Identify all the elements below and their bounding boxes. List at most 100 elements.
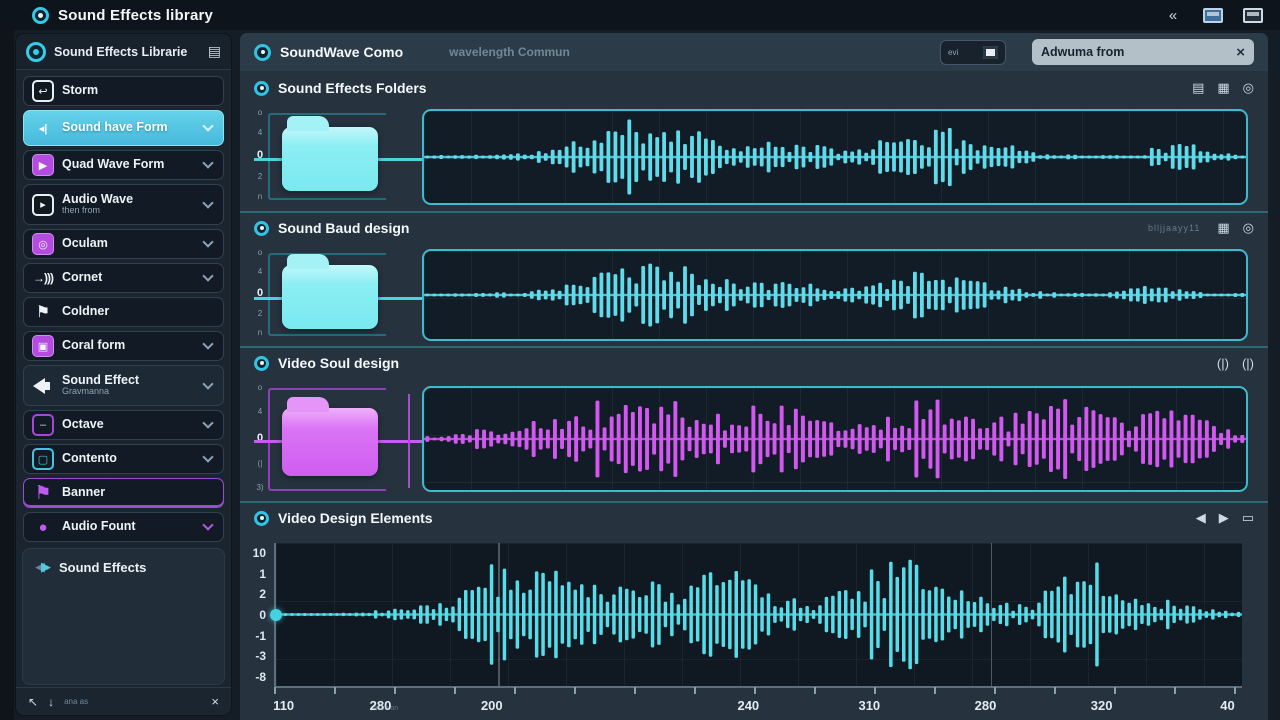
sidebar-item-sound-effect[interactable]: Sound Effect Gravmanna — [23, 365, 224, 406]
waveform-chart[interactable] — [270, 543, 1242, 688]
down-arrow-icon[interactable]: ↓ — [48, 694, 55, 709]
folder-bracket — [268, 113, 386, 200]
x-tick: 320 — [1090, 698, 1113, 713]
folder-icon-cyan[interactable] — [282, 116, 378, 191]
sidebar-item-label: Sound Effect — [62, 373, 140, 387]
view-toggle-button[interactable]: evi — [940, 39, 1006, 65]
y-tick: 1 — [259, 566, 266, 581]
purple-divider-line — [408, 394, 410, 488]
section-title: Sound Baud design — [278, 220, 410, 236]
view-toggle-label: evi — [948, 47, 959, 57]
y-tick: -1 — [255, 628, 266, 643]
chat-bubble-icon: ▢ — [32, 448, 54, 470]
tray-icon: – — [32, 414, 54, 436]
sidebar-item-label: Audio Wave — [62, 192, 134, 206]
y-tick: 0 — [259, 607, 266, 622]
chevron-down-icon — [202, 120, 214, 132]
sidebar-item-label: Audio Fount — [62, 520, 136, 534]
record-icon[interactable]: ◎ — [1242, 220, 1254, 235]
next-icon[interactable]: ▶ — [1218, 510, 1229, 525]
waveform-panel[interactable] — [422, 386, 1248, 492]
section-title: Video Design Elements — [278, 510, 433, 526]
x-tick: 280 — [974, 698, 997, 713]
main-title: SoundWave Como — [280, 44, 404, 60]
playhead-dot[interactable] — [270, 608, 282, 621]
stop-square-icon — [983, 45, 998, 59]
minimize-window-button[interactable] — [1240, 5, 1266, 25]
sidebar-item-coral-form[interactable]: ▣ Coral form — [23, 331, 224, 361]
sidebar-item-label: Octave — [62, 418, 104, 432]
chevron-down-icon — [202, 157, 214, 169]
folder-icon-cyan[interactable] — [282, 254, 378, 329]
collapse-arrows-icon[interactable]: « — [1168, 6, 1178, 24]
shape-icon: ▣ — [32, 335, 54, 357]
chevron-down-icon — [202, 196, 214, 209]
diamond-play-icon: ◀ ▶ — [35, 559, 51, 574]
folder-bracket — [268, 253, 386, 336]
x-axis-note: assu on — [373, 705, 399, 712]
folder-icon-magenta[interactable] — [282, 397, 378, 476]
app-logo-icon — [32, 6, 49, 24]
sound-effects-link-label: Sound Effects — [59, 559, 147, 575]
sidebar-item-label: Quad Wave Form — [62, 158, 165, 172]
y-tick: 10 — [252, 546, 266, 560]
window-frame-icon[interactable]: ▭ — [1241, 510, 1254, 525]
sidebar-item-quad-wave-form[interactable]: ▶ Quad Wave Form — [23, 150, 224, 180]
search-input[interactable]: Adwuma from — [1041, 45, 1125, 59]
list-view-icon[interactable]: ▤ — [1192, 80, 1205, 95]
main-panel: SoundWave Como wavelength Commun evi Adw… — [240, 33, 1268, 720]
sidebar-item-label: Banner — [62, 486, 106, 500]
sidebar-item-cornet[interactable]: →))) Cornet — [23, 263, 224, 293]
sidebar-item-banner[interactable]: ⚑ Banner — [23, 478, 224, 508]
x-tick: 110 — [273, 698, 295, 713]
sidebar-statusbar: ↖ ↓ ana as × — [16, 687, 231, 715]
section-title: Video Soul design — [278, 355, 400, 371]
sound-effects-link[interactable]: ◀ ▶ Sound Effects — [35, 559, 212, 575]
sidebar-lower-panel: ◀ ▶ Sound Effects — [22, 548, 225, 685]
x-tick: 240 — [737, 698, 760, 713]
clear-search-icon[interactable]: × — [1236, 43, 1245, 61]
app-title: Sound Effects library — [58, 6, 214, 24]
sidebar-item-contento[interactable]: ▢ Contento — [23, 444, 224, 474]
y-axis-labels: 10 1 2 0 -1 -3 -8 — [242, 547, 266, 683]
waveform-panel[interactable] — [422, 109, 1248, 205]
volume-left-icon[interactable]: (|) — [1216, 355, 1229, 371]
speaker-icon — [32, 377, 54, 395]
y-tick: 2 — [259, 587, 266, 602]
sidebar-item-octave[interactable]: – Octave — [23, 410, 224, 440]
sidebar-item-storm[interactable]: ↩ Storm — [23, 76, 224, 106]
purple-flag-icon: ⚑ — [34, 482, 52, 504]
sidebar-item-label: Cornet — [62, 271, 103, 285]
sidebar-item-label: Contento — [62, 452, 117, 466]
sidebar-header: Sound Effects Librarie ▤ — [16, 34, 231, 70]
section-title: Sound Effects Folders — [278, 80, 427, 96]
x-tick: 310 — [858, 698, 881, 713]
sidebar-menu-icon[interactable]: ▤ — [207, 43, 221, 59]
back-arrow-icon[interactable]: ↖ — [28, 694, 39, 709]
sidebar-item-audio-fount[interactable]: ● Audio Fount — [23, 512, 224, 542]
sidebar-item-label: Sound have Form — [62, 121, 168, 135]
sidebar-item-sublabel: Gravmanna — [62, 386, 110, 397]
sidebar-item-sound-wave-form-active[interactable]: ◂| Sound have Form — [23, 110, 224, 146]
section-video-soul-design: Video Soul design (|) (|) o 4 0 (| 3) — [240, 346, 1268, 500]
sidebar-item-oculam[interactable]: ◎ Oculam — [23, 229, 224, 259]
x-tick: 280 — [369, 698, 392, 713]
search-box[interactable]: Adwuma from × — [1032, 39, 1254, 65]
x-axis-ticks — [274, 687, 1242, 694]
statusbar-hint: ana as — [64, 697, 89, 706]
close-icon[interactable]: × — [211, 694, 219, 709]
chevron-down-icon — [202, 236, 214, 248]
volume-right-icon[interactable]: (|) — [1241, 355, 1254, 371]
sidebar-item-audio-wave[interactable]: ▸ Audio Wave then from — [23, 184, 224, 225]
record-icon[interactable]: ◎ — [1242, 80, 1254, 95]
restore-window-button[interactable] — [1200, 5, 1226, 25]
previous-icon[interactable]: ◀ — [1195, 510, 1206, 525]
sidebar-title: Sound Effects Librarie — [54, 44, 188, 59]
grid-view-icon[interactable]: ▦ — [1217, 80, 1230, 95]
waveform-panel[interactable] — [422, 249, 1248, 341]
flag-icon: ⚑ — [35, 304, 51, 321]
soundwave-logo-icon — [254, 43, 271, 61]
sidebar-item-coldner[interactable]: ⚑ Coldner — [23, 297, 224, 327]
keyboard-icon[interactable]: ▦ — [1217, 220, 1230, 235]
